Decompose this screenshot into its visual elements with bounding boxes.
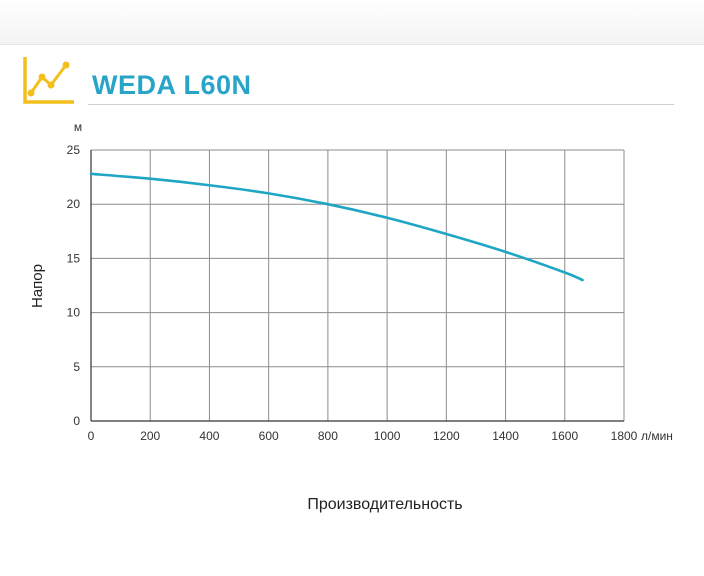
grid	[90, 149, 625, 422]
x-tick-label: 1000	[374, 429, 401, 443]
y-tick-label: 10	[67, 306, 81, 320]
x-tick-label: 200	[140, 429, 160, 443]
x-tick-label: 1800	[611, 429, 638, 443]
x-axis-label: Производительность	[307, 496, 462, 513]
x-tick-label: 1600	[551, 429, 578, 443]
y-tick-label: 5	[73, 360, 80, 374]
x-tick-label: 1400	[492, 429, 519, 443]
series-line	[89, 172, 584, 282]
x-tick-labels: 0 200 400 600 800 1000 1200 1400 1600 1800	[88, 429, 638, 443]
x-tick-label: 800	[318, 429, 338, 443]
top-band	[0, 0, 704, 45]
y-axis-label: Напор	[29, 264, 46, 308]
header-divider	[88, 104, 674, 105]
y-tick-label: 0	[73, 414, 80, 428]
y-axis-unit: м	[74, 120, 82, 134]
y-tick-label: 20	[67, 197, 81, 211]
chart-header: WEDA L60N	[0, 50, 704, 110]
line-chart-icon	[23, 57, 74, 104]
x-axis-unit: л/мин	[641, 429, 673, 443]
chart-title: WEDA L60N	[92, 70, 252, 100]
x-tick-label: 400	[199, 429, 219, 443]
x-tick-label: 1200	[433, 429, 460, 443]
x-tick-label: 600	[259, 429, 279, 443]
y-tick-label: 15	[67, 251, 81, 265]
axes	[90, 150, 624, 422]
y-tick-labels: 0 5 10 15 20 25	[67, 143, 81, 428]
y-tick-label: 25	[67, 143, 81, 157]
x-tick-label: 0	[88, 429, 95, 443]
